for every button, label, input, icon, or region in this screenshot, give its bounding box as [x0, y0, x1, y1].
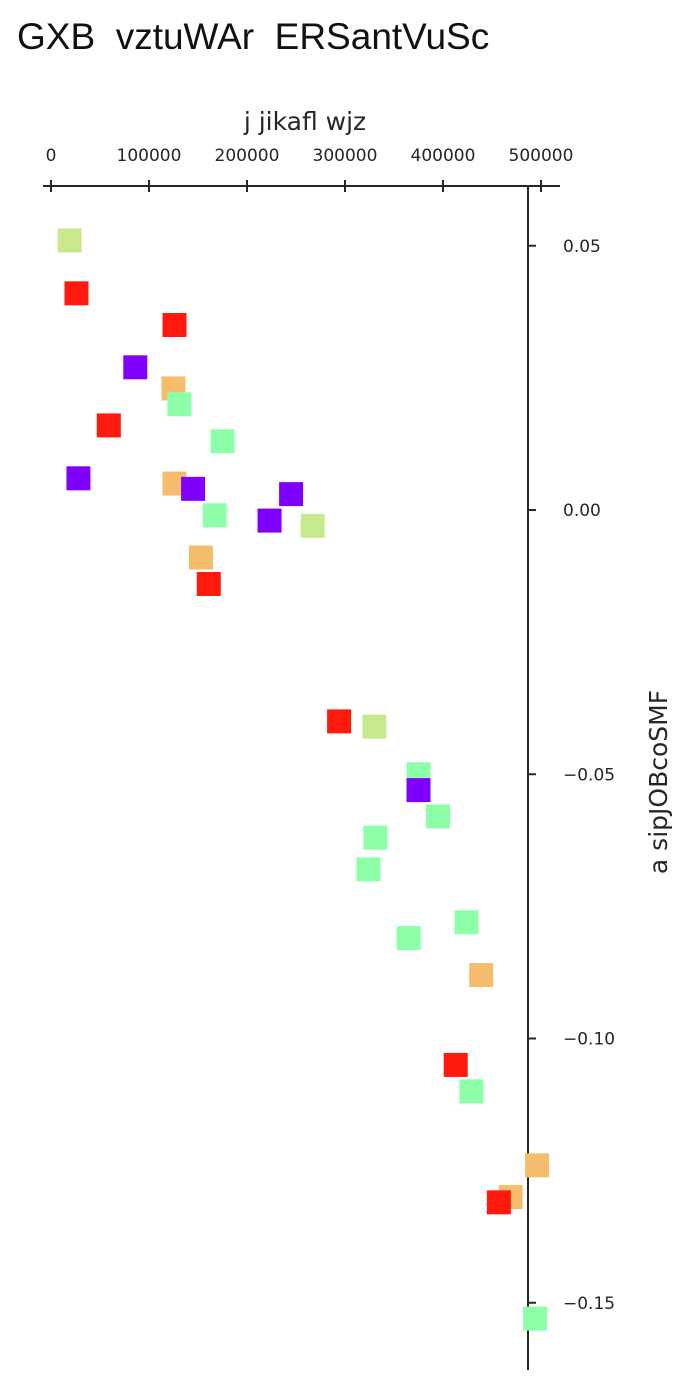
data-point [459, 1079, 484, 1104]
y-tick-label: 0.00 [563, 501, 601, 521]
data-points [57, 228, 550, 1331]
data-point [202, 503, 227, 528]
data-point [406, 778, 431, 803]
x-tick-label: 500000 [509, 146, 574, 166]
x-tick-label: 100000 [117, 146, 182, 166]
x-tick-label: 300000 [313, 146, 378, 166]
data-point [257, 508, 282, 533]
data-point [300, 513, 325, 538]
x-tick-label: 400000 [411, 146, 476, 166]
data-point [396, 926, 421, 951]
data-point [196, 571, 221, 596]
x-tick-label: 200000 [215, 146, 280, 166]
chart-title: GXB vztuWAr ERSantVuSc [17, 16, 490, 57]
data-point [327, 709, 352, 734]
y-tick-label: 0.05 [563, 237, 601, 257]
data-point [96, 413, 121, 438]
y-tick-label: −0.05 [563, 765, 615, 785]
data-point [188, 545, 213, 570]
data-point [66, 466, 91, 491]
x-axis: 0 100000 200000 300000 400000 500000 j jikafl… [43, 107, 573, 192]
data-point [167, 392, 192, 417]
data-point [162, 313, 187, 338]
x-tick-label: 0 [46, 146, 57, 166]
data-point [363, 825, 388, 850]
data-point [123, 355, 148, 380]
data-point [279, 482, 304, 507]
data-point [64, 281, 89, 306]
data-point [57, 228, 82, 253]
data-point [523, 1306, 548, 1331]
y-tick-label: −0.15 [563, 1294, 615, 1314]
data-point [443, 1052, 468, 1077]
y-tick-label: −0.10 [563, 1030, 615, 1050]
y-axis: 0.05 0.00 −0.05 −0.10 −0.15 a sipJOBcoSMF [527, 186, 673, 1370]
data-point [181, 476, 206, 501]
y-axis-title: a sipJOBcoSMF [644, 690, 673, 874]
data-point [210, 429, 235, 454]
data-point [525, 1153, 550, 1178]
data-point [362, 714, 387, 739]
data-point [356, 857, 381, 882]
data-point [426, 804, 451, 829]
data-point [454, 910, 479, 935]
data-point [486, 1190, 511, 1215]
data-point [469, 963, 494, 988]
x-axis-title: j jikafl wjz [243, 107, 366, 136]
